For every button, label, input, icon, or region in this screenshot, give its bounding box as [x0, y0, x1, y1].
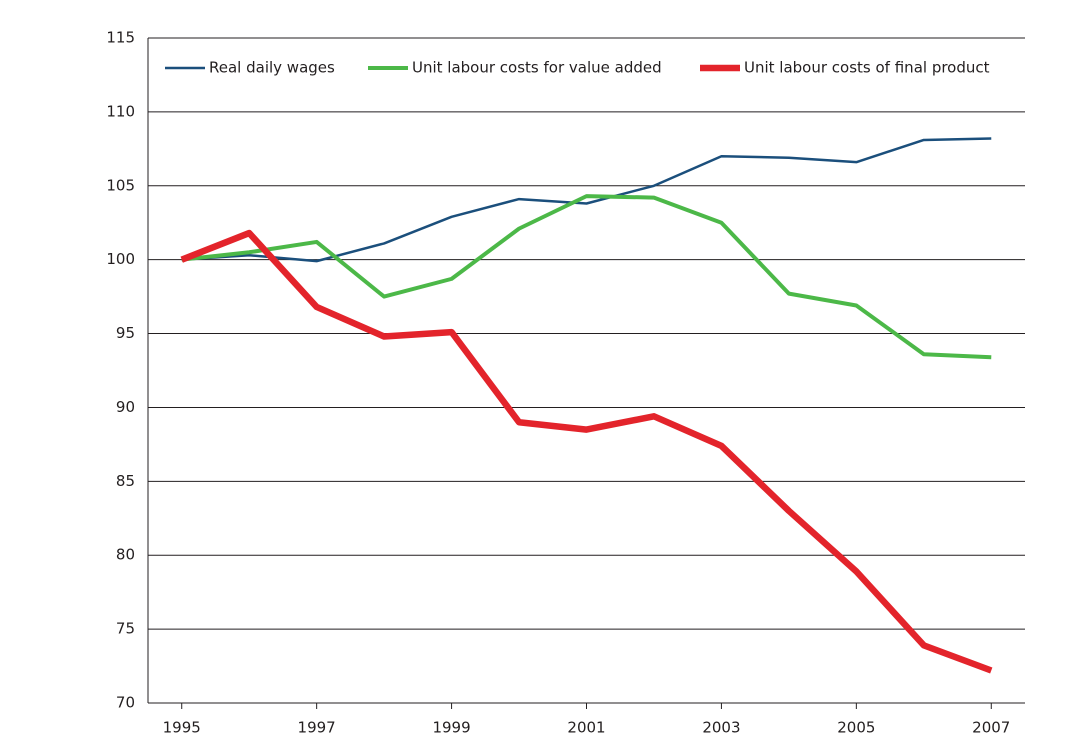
legend-label: Unit labour costs for value added [412, 59, 662, 77]
series-line [181, 194, 992, 360]
y-tick-label: 115 [106, 29, 135, 47]
series-line [181, 137, 992, 263]
x-tick-label: 1997 [298, 719, 336, 737]
y-tick-label: 90 [116, 398, 135, 416]
x-tick-label: 1995 [163, 719, 201, 737]
x-tick-label: 1999 [432, 719, 470, 737]
y-tick-label: 110 [106, 102, 135, 120]
y-tick-label: 70 [116, 694, 135, 712]
y-tick-label: 95 [116, 324, 135, 342]
y-tick-label: 80 [116, 546, 135, 564]
legend-label: Real daily wages [209, 59, 335, 77]
y-tick-label: 105 [106, 176, 135, 194]
x-tick-label: 2007 [972, 719, 1010, 737]
x-tick-label: 2003 [702, 719, 740, 737]
series-line [180, 229, 993, 674]
y-tick-label: 100 [106, 250, 135, 268]
y-tick-label: 75 [116, 620, 135, 638]
x-tick-label: 2005 [837, 719, 875, 737]
x-tick-label: 2001 [567, 719, 605, 737]
y-tick-label: 85 [116, 472, 135, 490]
legend-label: Unit labour costs of final product [744, 59, 990, 77]
